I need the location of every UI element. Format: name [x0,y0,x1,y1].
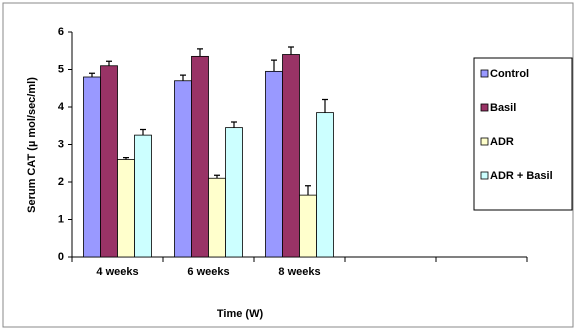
error-bar [89,72,95,77]
error-bar [197,48,203,57]
bar [117,159,135,258]
bar [174,80,192,258]
y-tick-label: 2 [58,176,64,188]
legend-box [473,57,573,211]
x-tick-label: 4 weeks [96,266,138,278]
y-tick-label: 6 [58,26,64,38]
legend-swatch [480,171,489,180]
y-tick-label: 3 [58,138,64,150]
bar [225,127,243,258]
x-tick-label: 8 weeks [278,266,320,278]
error-bar [140,128,146,136]
error-bar [123,157,129,160]
legend-swatch [480,103,489,112]
legend-label: Control [490,68,529,80]
bar [83,76,101,258]
error-bar [231,121,237,128]
bar [265,70,283,258]
legend-label: ADR [490,136,514,148]
bar [208,177,226,258]
error-bar [180,74,186,81]
bar [299,194,317,258]
error-bar [305,185,311,196]
y-axis-label: Serum CAT (µ mol/sec/ml) [26,77,38,213]
error-bar [322,98,328,113]
bar [100,65,118,258]
error-bar [106,60,112,66]
bar [134,134,152,258]
bar [191,55,209,258]
legend-swatch [480,137,489,146]
legend-swatch [480,69,489,78]
y-tick-label: 1 [58,213,64,225]
y-tick-label: 0 [58,251,64,263]
error-bar [288,46,294,55]
x-axis-label: Time (W) [217,308,264,320]
bar [316,112,334,258]
bar [282,54,300,258]
y-tick-label: 5 [58,63,64,75]
y-tick-label: 4 [58,101,65,113]
legend-label: Basil [490,102,516,114]
error-bar [214,174,220,179]
x-tick-label: 6 weeks [187,266,229,278]
error-bar [271,59,277,72]
legend-label: ADR + Basil [490,170,553,182]
